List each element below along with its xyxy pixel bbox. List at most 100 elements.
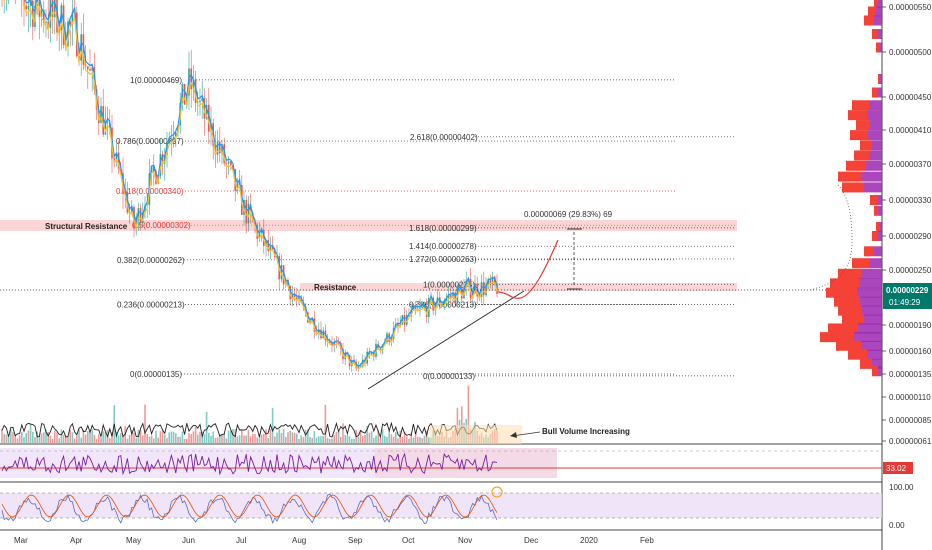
- fib-label: 1(0.00000235): [423, 280, 475, 289]
- volume-profile-bar: [826, 287, 857, 298]
- fib-label: 0(0.00000135): [130, 370, 182, 379]
- volume-bar: [126, 438, 129, 443]
- candle-body: [274, 249, 276, 258]
- candle-body: [282, 265, 285, 285]
- fib-levels-right: 2.618(0.00000402) 1.618(0.00000299) 1.414(…: [409, 133, 735, 381]
- candle-body: [170, 138, 173, 140]
- volume-bar: [142, 435, 144, 443]
- volume-bar: [230, 430, 232, 443]
- volume-bar: [417, 436, 419, 443]
- candle-body: [247, 204, 250, 224]
- candle-body: [245, 200, 247, 224]
- volume-bar: [256, 437, 258, 443]
- volume-bar: [62, 434, 65, 443]
- volume-profile-bar: [862, 305, 882, 316]
- volume-bar: [221, 434, 223, 443]
- candle-body: [27, 5, 30, 10]
- candle-body: [432, 297, 434, 311]
- volume-bar: [406, 436, 408, 443]
- price-tick: 0.00000370: [889, 160, 932, 169]
- volume-bar: [155, 430, 157, 443]
- rsi-badge: [883, 462, 913, 474]
- volume-bar: [128, 434, 131, 443]
- candle-body: [126, 191, 129, 213]
- candle-body: [104, 121, 107, 135]
- volume-profile-bar: [878, 231, 882, 241]
- candle-body: [381, 344, 384, 350]
- fib-label: 1(0.00000469): [130, 76, 182, 85]
- volume-bar: [166, 438, 168, 443]
- volume-bar: [172, 431, 175, 443]
- volume-bar: [397, 438, 399, 443]
- volume-bar: [428, 437, 430, 443]
- volume-bar: [379, 437, 382, 443]
- candle-body: [441, 304, 443, 306]
- candle-body: [29, 0, 32, 6]
- candle-body: [32, 0, 34, 27]
- candle-body: [368, 351, 371, 355]
- candle-body: [443, 302, 445, 305]
- candle-body: [102, 106, 104, 135]
- volume-bar: [43, 432, 45, 443]
- candle-body: [267, 240, 269, 251]
- stoch-bottom-tick: 0.00: [889, 521, 905, 530]
- volume-bar: [120, 433, 122, 443]
- candle-body: [423, 306, 426, 308]
- candle-body: [331, 342, 333, 346]
- volume-profile-bar: [854, 150, 869, 161]
- time-tick: Sep: [348, 536, 363, 545]
- volume-bar: [157, 437, 159, 443]
- candle-body: [445, 298, 448, 303]
- volume-bar: [225, 438, 228, 443]
- volume-bar: [133, 432, 135, 443]
- candle-body: [397, 324, 399, 326]
- candle-body: [388, 333, 390, 343]
- volume-profile-bar: [876, 42, 879, 53]
- candle-body: [399, 324, 401, 326]
- volume-bar: [238, 435, 241, 443]
- volume-bar: [324, 404, 327, 443]
- candle-body: [370, 352, 373, 355]
- volume-bar: [60, 429, 63, 443]
- volume-bar: [73, 438, 76, 443]
- candle-body: [414, 306, 417, 310]
- candle-body: [51, 0, 54, 17]
- volume-bar: [260, 434, 263, 443]
- stoch-top-tick: 100.00: [889, 483, 914, 492]
- volume-profile-bar: [842, 314, 864, 325]
- volume-bar: [401, 436, 404, 443]
- volume-profile-bar: [872, 231, 878, 241]
- price-tick: 0.00000450: [889, 93, 932, 102]
- volume-bar: [14, 434, 16, 443]
- volume-bar: [419, 436, 421, 443]
- candle-body: [91, 67, 93, 71]
- volume-profile-bar: [872, 29, 878, 39]
- volume-bar: [362, 436, 364, 443]
- volume-bar: [384, 435, 386, 443]
- volume-profile-bar: [860, 140, 872, 151]
- volume-bar: [131, 430, 133, 443]
- volume-bar: [258, 433, 261, 443]
- candle-body: [254, 221, 256, 226]
- candle-body: [82, 34, 85, 65]
- candle-body: [142, 212, 144, 224]
- candle-body: [436, 297, 439, 306]
- candle-body: [40, 9, 43, 17]
- bull-volume-arrow: [511, 431, 541, 437]
- volume-bar: [223, 433, 225, 443]
- time-tick: Oct: [402, 536, 415, 545]
- volume-bar: [219, 434, 221, 443]
- volume-profile-bar: [878, 0, 882, 8]
- volume-bar: [344, 435, 346, 443]
- candle-body: [483, 282, 485, 296]
- volume-bar: [117, 435, 120, 443]
- volume-bar: [271, 407, 274, 443]
- volume-profile-bar: [866, 160, 882, 171]
- volume-profile-bar: [860, 296, 882, 307]
- volume-bar: [282, 429, 285, 443]
- volume-bar: [421, 438, 423, 443]
- time-tick: Jul: [236, 536, 246, 545]
- time-tick: 2020: [580, 536, 598, 545]
- current-price-badge: [883, 283, 932, 309]
